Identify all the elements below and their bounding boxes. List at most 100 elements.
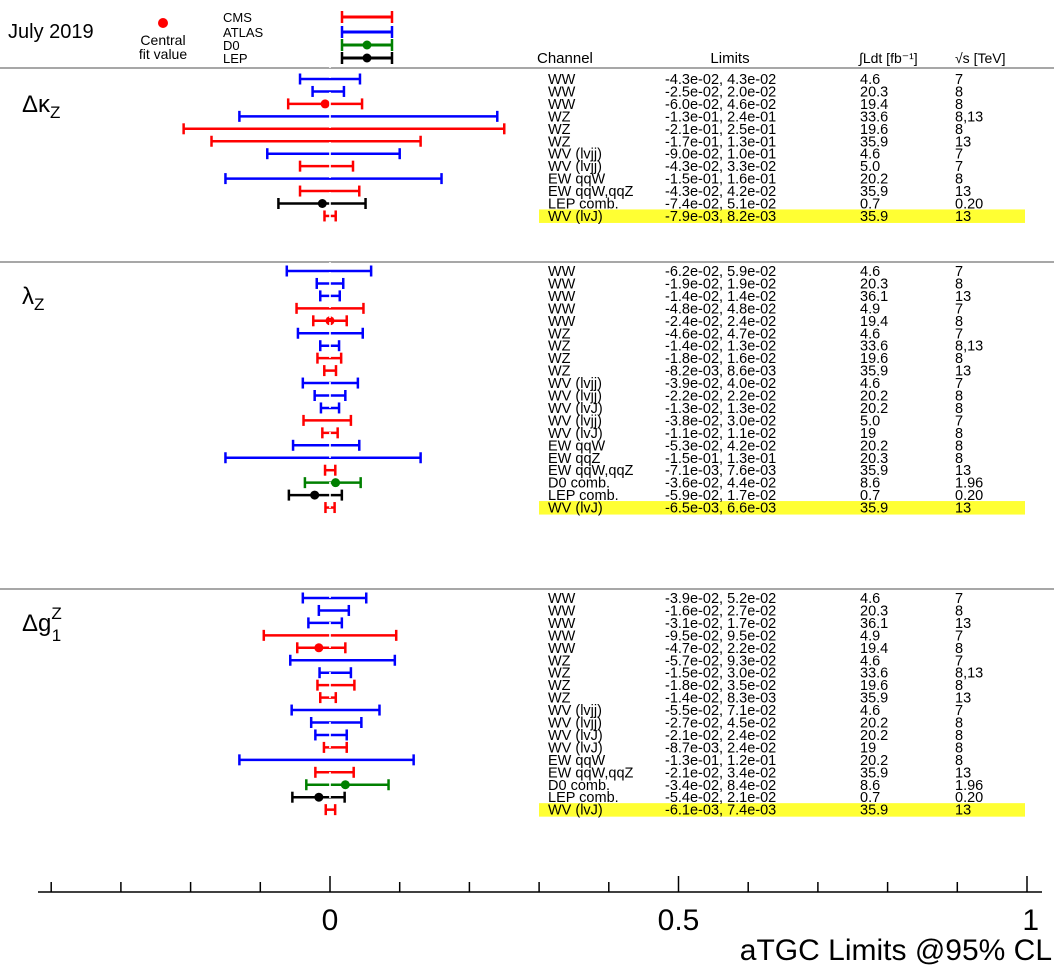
row-channel: EW qqW,qqZ	[548, 184, 634, 200]
row-lumi: 35.9	[860, 364, 888, 380]
row-lumi: 20.2	[860, 401, 888, 417]
row-energy: 8	[955, 122, 963, 138]
row-lumi: 20.2	[860, 172, 888, 188]
row-energy: 13	[955, 463, 971, 479]
row-limits: -1.8e-02, 1.6e-02	[665, 351, 776, 367]
highlight-row	[539, 501, 1025, 515]
row-lumi: 36.1	[860, 289, 888, 305]
row-limits: -4.6e-02, 4.7e-02	[665, 326, 776, 342]
row-lumi: 35.9	[860, 134, 888, 150]
row-energy: 8,13	[955, 666, 983, 682]
row-lumi: 35.9	[860, 501, 888, 517]
row-lumi: 8.6	[860, 476, 880, 492]
row-channel: WW	[548, 616, 576, 632]
row-energy: 13	[955, 134, 971, 150]
row-lumi: 4.6	[860, 72, 880, 88]
row-lumi: 5.0	[860, 159, 880, 175]
row-lumi: 4.6	[860, 703, 880, 719]
row-energy: 7	[955, 628, 963, 644]
row-energy: 13	[955, 184, 971, 200]
row-energy: 7	[955, 413, 963, 429]
row-lumi: 33.6	[860, 339, 888, 355]
legend-label-lep: LEP	[223, 51, 248, 66]
row-lumi: 5.0	[860, 413, 880, 429]
row-energy: 8	[955, 314, 963, 330]
row-limits: -9.5e-02, 9.5e-02	[665, 628, 776, 644]
row-channel: WV (lvjj)	[548, 376, 602, 392]
row-limits: -4.7e-02, 2.2e-02	[665, 641, 776, 657]
row-energy: 7	[955, 326, 963, 342]
row-lumi: 20.3	[860, 451, 888, 467]
row-energy: 8	[955, 401, 963, 417]
row-channel: WW	[548, 301, 576, 317]
row-energy: 8	[955, 426, 963, 442]
row-limits: -1.1e-02, 1.1e-02	[665, 426, 776, 442]
row-limits: -2.1e-01, 2.5e-01	[665, 122, 776, 138]
legend-label-d0: D0	[223, 38, 240, 53]
row-lumi: 35.9	[860, 209, 888, 225]
row-channel: WV (lvjj)	[548, 413, 602, 429]
row-channel: WZ	[548, 134, 571, 150]
row-channel: WV (lvjj)	[548, 159, 602, 175]
column-header-channel: Channel	[537, 50, 593, 67]
row-lumi: 4.6	[860, 147, 880, 163]
central-value-point	[310, 490, 320, 500]
row-channel: WZ	[548, 653, 571, 669]
row-energy: 0.20	[955, 488, 983, 504]
row-energy: 8	[955, 276, 963, 292]
row-channel: EW qqW	[548, 753, 606, 769]
legend-marker-lep	[362, 53, 372, 63]
row-limits: -2.1e-02, 2.4e-02	[665, 728, 776, 744]
row-channel: WV (lvjj)	[548, 147, 602, 163]
row-energy: 13	[955, 691, 971, 707]
x-axis-title: aTGC Limits @95% CL	[740, 934, 1052, 967]
row-lumi: 20.3	[860, 603, 888, 619]
row-channel: WV (lvjj)	[548, 389, 602, 405]
row-lumi: 19.4	[860, 97, 888, 113]
row-limits: -3.4e-02, 8.4e-02	[665, 778, 776, 794]
row-energy: 13	[955, 803, 971, 819]
row-channel: WV (lvJ)	[548, 426, 603, 442]
row-limits: -1.9e-02, 1.9e-02	[665, 276, 776, 292]
row-energy: 8,13	[955, 109, 983, 125]
row-energy: 13	[955, 501, 971, 517]
x-tick-label: 0	[322, 904, 339, 937]
row-limits: -1.3e-01, 2.4e-01	[665, 109, 776, 125]
row-channel: LEP comb.	[548, 790, 619, 806]
row-channel: EW qqW,qqZ	[548, 765, 634, 781]
row-limits: -4.3e-02, 4.2e-02	[665, 184, 776, 200]
central-label-line2: fit value	[139, 46, 187, 62]
row-channel: LEP comb.	[548, 488, 619, 504]
row-limits: -7.9e-03, 8.2e-03	[665, 209, 776, 225]
row-lumi: 36.1	[860, 616, 888, 632]
row-energy: 7	[955, 703, 963, 719]
row-channel: WZ	[548, 666, 571, 682]
row-limits: -2.1e-02, 3.4e-02	[665, 765, 776, 781]
row-energy: 13	[955, 289, 971, 305]
row-limits: -6.1e-03, 7.4e-03	[665, 803, 776, 819]
row-energy: 1.96	[955, 778, 983, 794]
row-limits: -9.0e-02, 1.0e-01	[665, 147, 776, 163]
row-limits: -4.8e-02, 4.8e-02	[665, 301, 776, 317]
row-limits: -1.4e-02, 1.3e-02	[665, 339, 776, 355]
x-tick-label: 0.5	[658, 904, 700, 937]
row-limits: -1.4e-02, 8.3e-03	[665, 691, 776, 707]
row-energy: 8	[955, 84, 963, 100]
row-limits: -1.6e-02, 2.7e-02	[665, 603, 776, 619]
central-value-point	[317, 199, 327, 208]
row-limits: -1.5e-01, 1.6e-01	[665, 172, 776, 188]
row-energy: 8,13	[955, 339, 983, 355]
row-energy: 0.20	[955, 790, 983, 806]
central-label-line1: Central	[140, 32, 185, 48]
row-lumi: 35.9	[860, 765, 888, 781]
row-limits: -5.3e-02, 4.2e-02	[665, 438, 776, 454]
highlight-layer	[539, 209, 1025, 817]
row-energy: 8	[955, 603, 963, 619]
row-energy: 8	[955, 172, 963, 188]
limits-table: WW -4.3e-02, 4.3e-02 4.6 7 WW -2.5e-02, 2.0e-…	[548, 72, 983, 819]
row-lumi: 0.7	[860, 790, 880, 806]
row-energy: 1.96	[955, 476, 983, 492]
row-lumi: 20.2	[860, 438, 888, 454]
row-limits: -6.0e-02, 4.6e-02	[665, 97, 776, 113]
